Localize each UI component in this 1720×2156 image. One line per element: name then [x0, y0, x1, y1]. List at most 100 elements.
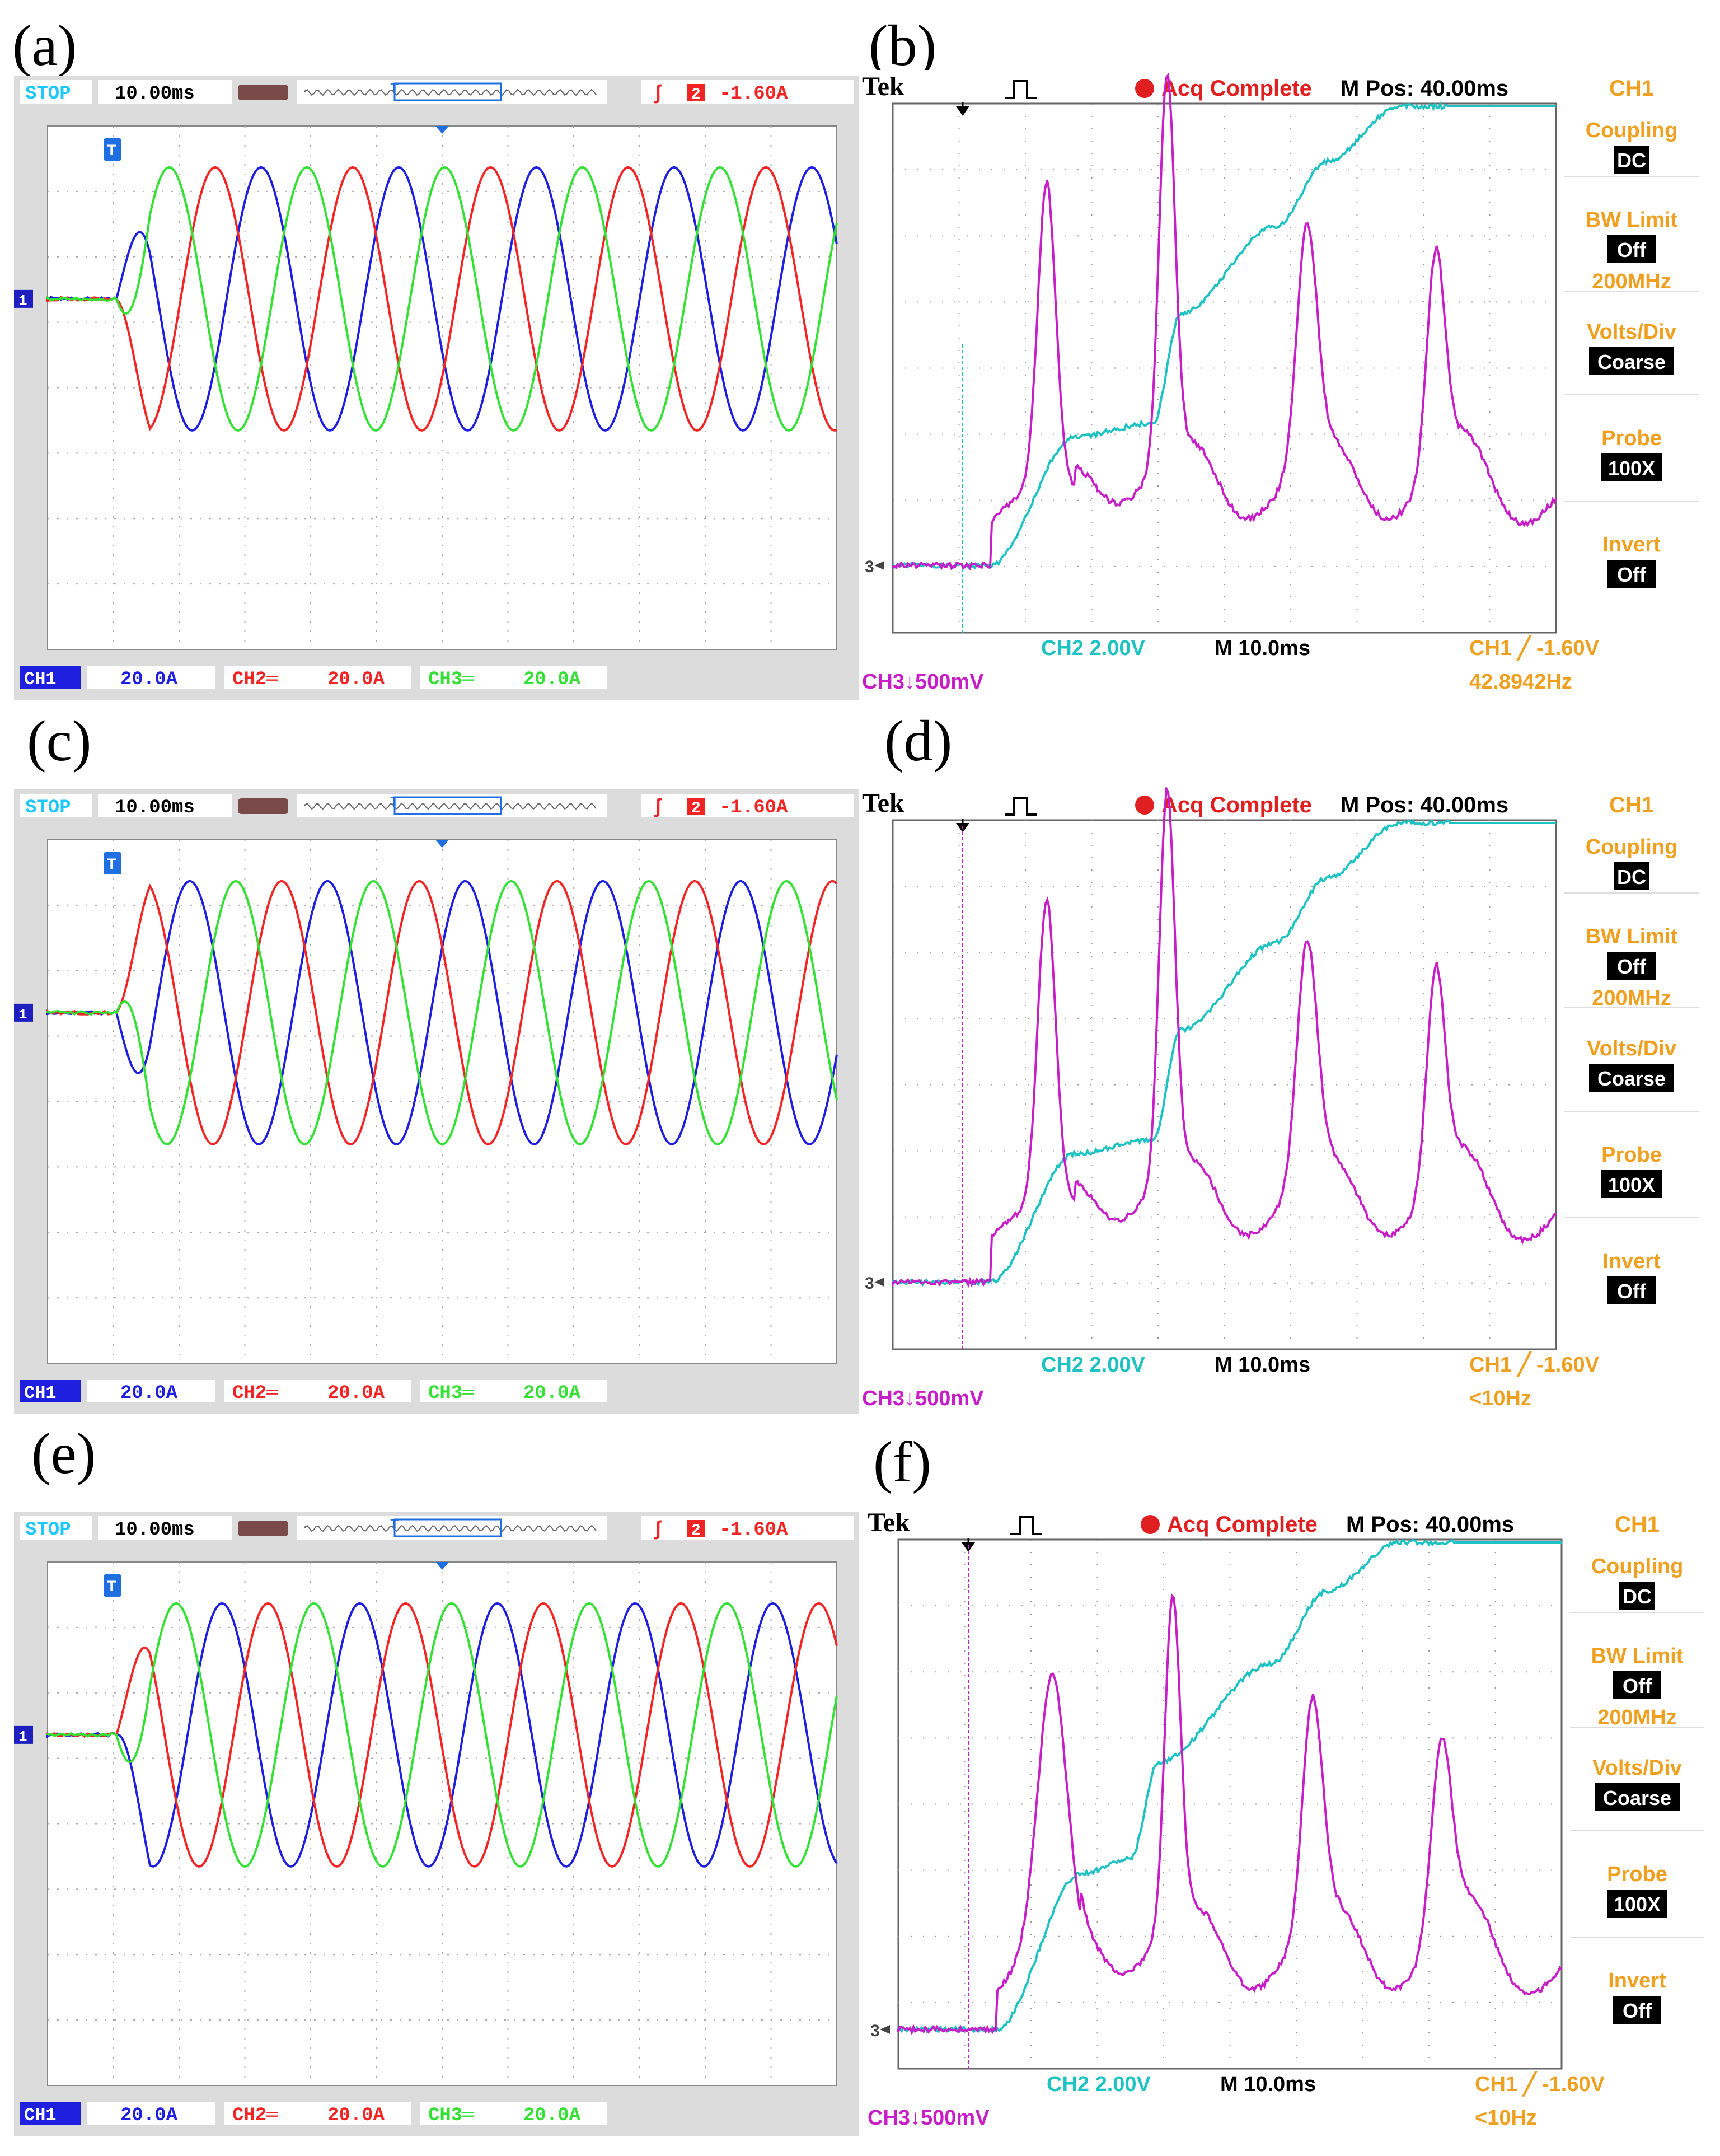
rigol-grid	[48, 1562, 837, 2085]
trigger-box[interactable]	[641, 1516, 854, 1540]
stop-badge[interactable]	[20, 1516, 92, 1540]
ch2-scale-box[interactable]	[224, 666, 411, 689]
bw-limit-value-box[interactable]	[1607, 952, 1656, 980]
ch1-current-waveform	[46, 166, 838, 432]
ch1-legend-label: CH1	[24, 1383, 57, 1404]
memory-wave-icon	[304, 1524, 597, 1532]
panel-label-e: (e)	[31, 1421, 96, 1486]
ch3-scale-box[interactable]	[420, 2102, 607, 2125]
ch2-scale-box[interactable]	[224, 1380, 411, 1402]
ch1-legend-badge[interactable]	[20, 1380, 81, 1402]
ch3-scale-box[interactable]	[420, 1380, 607, 1402]
coupling-value-box[interactable]	[1614, 146, 1649, 174]
tek-brand-label: Tek	[862, 788, 904, 818]
ch3-scale-box[interactable]	[420, 666, 607, 689]
ch3-ground-label: 3	[870, 2022, 880, 2040]
ch2-voltage-staircase	[897, 1538, 1562, 2034]
coupling-label: Coupling	[1586, 835, 1678, 859]
trigger-channel-label: 2	[691, 1522, 701, 1540]
tek-brand-label: Tek	[862, 72, 904, 101]
trigger-t-badge[interactable]	[104, 138, 121, 161]
trigger-t-badge[interactable]	[104, 1574, 121, 1597]
bw-limit-value: Off	[1617, 955, 1647, 978]
invert-value: Off	[1617, 563, 1647, 586]
ch1-ground-marker[interactable]	[14, 1725, 33, 1744]
trigger-channel-label: 2	[691, 86, 701, 104]
ch1-scale-box	[87, 2102, 215, 2125]
invert-value-box[interactable]	[1607, 560, 1656, 588]
ch3-ground-marker[interactable]	[880, 2025, 890, 2034]
ch2-current-waveform	[46, 166, 837, 432]
ch1-ground-marker[interactable]	[14, 289, 33, 308]
stop-label: STOP	[25, 1519, 71, 1541]
probe-value-box[interactable]	[1607, 1890, 1667, 1918]
tek-scope-b: Tek Acq Complete M Pos: 40.00ms 3 CH1 Couplin…	[862, 70, 1707, 705]
memory-icon	[238, 798, 288, 814]
bw-limit-label: BW Limit	[1591, 1644, 1684, 1668]
trigger-position-icon[interactable]	[435, 126, 449, 134]
timebase-box[interactable]	[98, 80, 232, 104]
ch1-scale-box	[87, 1380, 215, 1402]
ch1-legend-label: CH1	[24, 2105, 57, 2126]
tek-scope-f: Tek Acq Complete M Pos: 40.00ms 3 CH1 Couplin…	[868, 1506, 1713, 2141]
volts-div-value-box[interactable]	[1589, 347, 1674, 375]
trigger-t-badge[interactable]	[104, 852, 121, 874]
ch1-legend-badge[interactable]	[20, 2102, 81, 2125]
trigger-position-icon[interactable]	[435, 840, 449, 848]
trigger-box[interactable]	[641, 80, 854, 104]
ch3-ground-marker[interactable]	[874, 1278, 884, 1287]
ch2-scale-label: CH2 2.00V	[1041, 637, 1146, 660]
timebase-label: 10.00ms	[115, 1519, 195, 1541]
ch3-ground-marker[interactable]	[874, 561, 884, 570]
ch2-scale-label: 20.0A	[327, 1383, 385, 1404]
probe-value-box[interactable]	[1601, 453, 1662, 481]
ch1-scale-box	[87, 666, 215, 689]
ch1-legend-badge[interactable]	[20, 666, 81, 689]
ch2-scale-box[interactable]	[224, 2102, 411, 2125]
coupling-value-box[interactable]	[1619, 1582, 1655, 1610]
run-stop-pulse-icon	[1010, 1516, 1042, 1535]
bw-limit-frequency: 200MHz	[1592, 270, 1671, 293]
m-timebase-label: M 10.0ms	[1220, 2073, 1316, 2096]
side-menu-title: CH1	[1615, 1512, 1660, 1537]
coupling-label: Coupling	[1591, 1555, 1684, 1578]
trigger-channel-badge	[687, 1520, 705, 1537]
trigger-channel-badge	[687, 84, 705, 101]
timebase-box[interactable]	[98, 1516, 232, 1540]
trigger-position-icon[interactable]	[435, 1562, 449, 1570]
acq-status-icon	[1135, 79, 1154, 98]
ch1-scale-label: 20.0A	[120, 2105, 178, 2126]
ch1-ground-marker[interactable]	[14, 1003, 33, 1022]
ch2-legend-label: CH2═	[232, 1383, 278, 1404]
probe-label: Probe	[1601, 1143, 1662, 1167]
rigol-grid	[48, 126, 837, 649]
bw-limit-frequency: 200MHz	[1597, 1706, 1677, 1729]
m-timebase-label: M 10.0ms	[1215, 1353, 1310, 1377]
ch3-pulse-trace	[892, 787, 1557, 1288]
trigger-channel-label: 2	[691, 800, 701, 817]
invert-value-box[interactable]	[1613, 1996, 1661, 2024]
stop-label: STOP	[25, 83, 71, 105]
bw-limit-value-box[interactable]	[1607, 235, 1656, 263]
timebase-box[interactable]	[98, 794, 232, 817]
ch2-scale-label: 20.0A	[327, 669, 385, 690]
m-timebase-label: M 10.0ms	[1215, 637, 1310, 660]
volts-div-value-box[interactable]	[1595, 1783, 1680, 1811]
trigger-level-label: -1.60A	[719, 83, 788, 105]
stop-badge[interactable]	[20, 80, 92, 104]
stop-badge[interactable]	[20, 794, 92, 817]
trigger-box[interactable]	[641, 794, 854, 817]
rigol-screen	[47, 839, 837, 1364]
panel-label-c: (c)	[27, 709, 92, 773]
bw-limit-value: Off	[1623, 1675, 1652, 1697]
probe-value-box[interactable]	[1601, 1170, 1662, 1198]
bw-limit-value-box[interactable]	[1613, 1671, 1661, 1699]
memory-window	[393, 1518, 502, 1537]
coupling-value-box[interactable]	[1614, 862, 1649, 890]
ch3-legend-label: CH3═	[428, 2105, 474, 2126]
trigger-readout: CH1 ╱ -1.60V	[1469, 635, 1600, 661]
invert-value-box[interactable]	[1607, 1276, 1656, 1304]
volts-div-value-box[interactable]	[1589, 1064, 1674, 1092]
trigger-position-icon[interactable]	[956, 106, 969, 116]
